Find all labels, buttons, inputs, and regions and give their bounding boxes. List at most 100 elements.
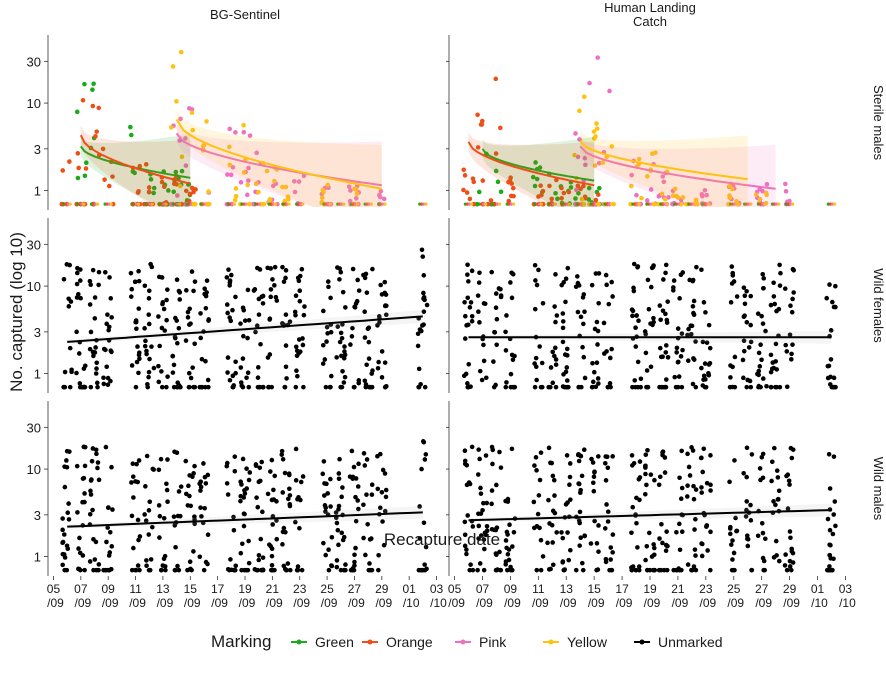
data-point <box>272 178 277 184</box>
data-point <box>336 476 342 482</box>
data-point <box>178 49 184 55</box>
data-point <box>198 505 203 510</box>
data-point <box>91 536 96 542</box>
data-point <box>607 567 612 573</box>
data-point <box>550 380 556 386</box>
data-point <box>258 536 264 542</box>
data-point <box>482 546 487 552</box>
data-point <box>533 355 539 361</box>
data-point <box>576 384 581 390</box>
data-point <box>151 185 157 191</box>
data-point <box>419 323 425 328</box>
trend-line <box>175 118 382 190</box>
data-point <box>549 196 555 202</box>
data-point <box>242 567 247 573</box>
data-point <box>171 384 177 390</box>
data-point <box>465 381 470 386</box>
data-point <box>646 530 652 536</box>
data-point <box>476 536 481 541</box>
data-point <box>142 512 147 517</box>
data-point <box>603 478 609 483</box>
data-point <box>206 189 211 194</box>
data-point <box>699 485 704 490</box>
data-point <box>363 552 368 558</box>
data-point <box>260 567 266 573</box>
data-point <box>90 349 96 355</box>
data-point <box>679 202 683 206</box>
data-point <box>785 506 791 511</box>
data-point <box>74 295 80 300</box>
data-point <box>283 184 289 190</box>
x-tick-label: 17 <box>211 582 225 596</box>
data-point <box>591 488 597 494</box>
data-point <box>419 247 425 253</box>
data-point <box>380 519 385 524</box>
data-point <box>592 518 597 524</box>
data-point <box>728 300 734 305</box>
data-point <box>156 363 161 369</box>
data-point <box>241 523 247 529</box>
data-point <box>783 189 789 194</box>
data-point <box>708 482 713 488</box>
data-point <box>775 497 781 502</box>
data-point <box>552 353 557 359</box>
data-point <box>148 177 154 182</box>
data-point <box>462 336 468 341</box>
data-point <box>551 477 557 483</box>
data-point <box>130 461 136 467</box>
data-point <box>680 347 685 353</box>
data-point <box>297 288 303 294</box>
data-point <box>605 384 611 390</box>
data-point <box>255 504 261 510</box>
data-point <box>748 384 754 390</box>
data-point <box>240 541 245 547</box>
data-point <box>745 543 751 549</box>
data-point <box>173 544 178 550</box>
data-point <box>149 524 155 530</box>
data-point <box>761 276 767 281</box>
data-point <box>701 446 707 452</box>
data-point <box>104 364 110 370</box>
data-point <box>94 451 99 457</box>
data-point <box>511 202 516 206</box>
data-point <box>137 356 142 362</box>
data-point <box>161 556 167 562</box>
data-point <box>82 384 87 390</box>
data-point <box>92 295 98 300</box>
data-point <box>336 542 341 548</box>
data-point <box>151 365 157 371</box>
data-point <box>105 375 111 381</box>
data-point <box>355 277 360 283</box>
data-point <box>665 202 669 206</box>
data-point <box>483 375 489 381</box>
data-point <box>706 372 712 378</box>
data-point <box>76 165 81 171</box>
data-point <box>583 162 588 168</box>
data-point <box>145 384 151 390</box>
data-point <box>417 536 423 541</box>
data-point <box>334 520 340 526</box>
data-point <box>82 202 86 206</box>
data-point <box>188 321 193 326</box>
data-point <box>383 494 389 500</box>
data-point <box>164 202 168 206</box>
legend-label: Pink <box>479 634 507 650</box>
data-point <box>187 567 193 572</box>
data-point <box>175 513 181 519</box>
data-point <box>205 202 209 206</box>
data-point <box>88 492 94 497</box>
panel-background <box>449 35 851 210</box>
data-point <box>688 331 694 337</box>
data-point <box>758 477 763 483</box>
data-point <box>579 560 585 566</box>
data-point <box>532 384 538 390</box>
x-tick-label: 05 <box>448 582 462 596</box>
data-point <box>183 338 189 343</box>
data-point <box>477 561 483 566</box>
data-point <box>634 313 639 318</box>
data-point <box>92 316 98 321</box>
data-point <box>471 179 477 185</box>
data-point <box>634 520 639 526</box>
data-point <box>95 460 101 465</box>
data-point <box>260 555 266 560</box>
